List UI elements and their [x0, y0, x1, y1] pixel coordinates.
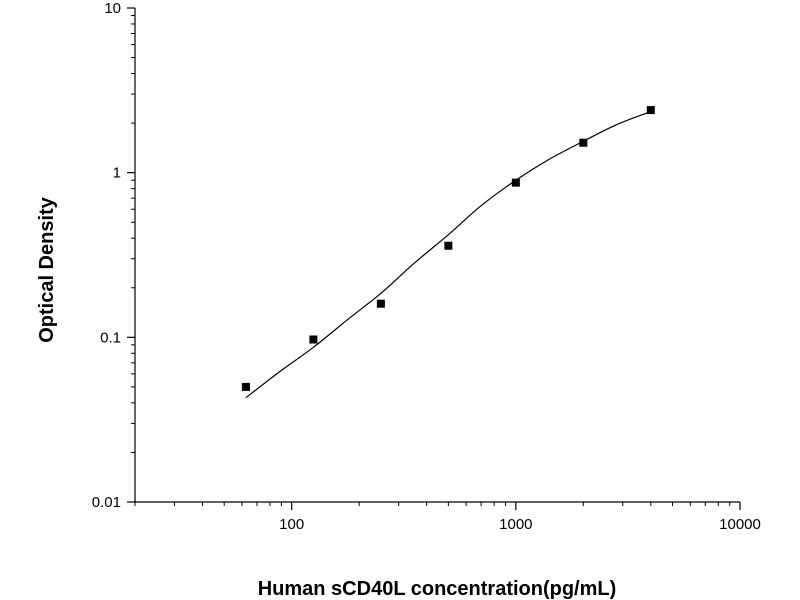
data-points-layer	[241, 106, 655, 391]
y-tick-label: 0.01	[92, 494, 121, 511]
x-tick-label: 100	[279, 516, 304, 533]
y-tick-label: 10	[104, 0, 121, 17]
x-tick-label: 10000	[719, 516, 761, 533]
x-axis-title: Human sCD40L concentration(pg/mL)	[258, 578, 617, 600]
data-point	[646, 106, 655, 115]
data-point	[309, 335, 318, 344]
data-point	[376, 299, 385, 308]
x-tick-label: 1000	[499, 516, 532, 533]
data-point	[511, 178, 520, 187]
y-tick-label: 1	[113, 165, 121, 182]
data-point	[579, 138, 588, 147]
data-point	[241, 382, 250, 391]
y-axis-title: Optical Density	[36, 196, 58, 342]
data-point	[444, 241, 453, 250]
axis-ticks: 100 1000 10000 0.01 0.1 1 10	[92, 0, 761, 533]
fit-curve	[245, 111, 652, 399]
fit-curve-layer	[245, 111, 652, 399]
y-tick-label: 0.1	[100, 329, 121, 346]
